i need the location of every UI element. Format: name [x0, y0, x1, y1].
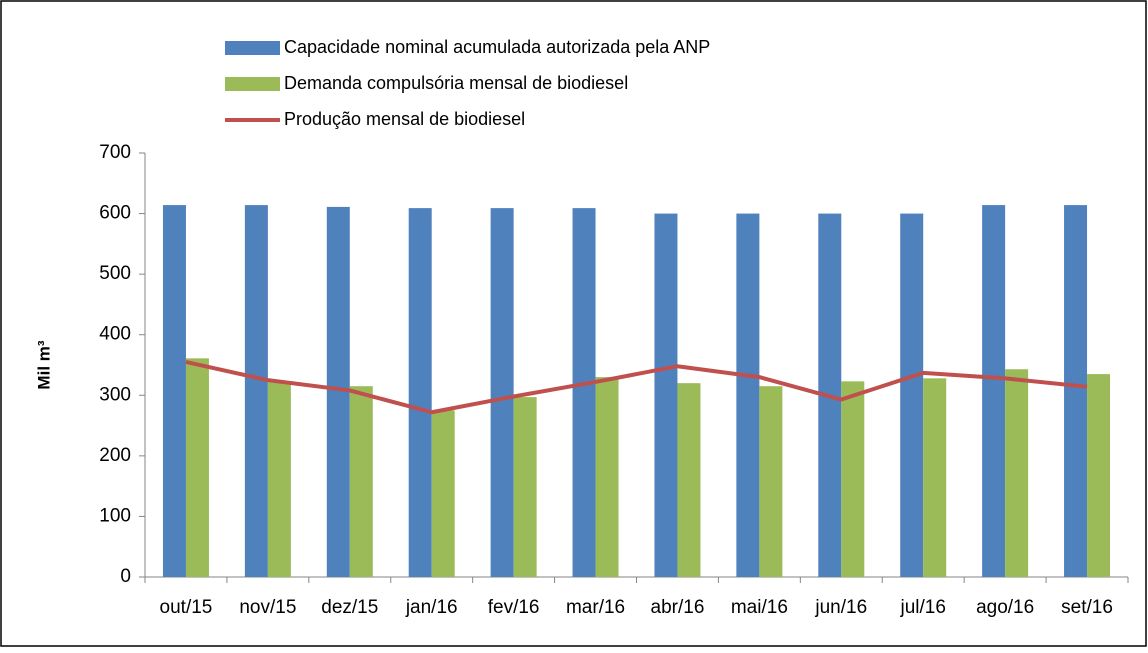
x-tick-label: dez/15 [321, 597, 378, 618]
bar [267, 381, 291, 577]
y-axis-label: Mil m³ [34, 340, 53, 389]
x-tick-label: jan/16 [405, 597, 458, 618]
y-tick-label: 600 [99, 203, 131, 224]
bar [1064, 205, 1088, 577]
bar [490, 208, 514, 577]
legend-swatch [225, 77, 280, 91]
bar [513, 397, 537, 577]
x-tick-label: mai/16 [731, 597, 788, 618]
legend-label: Capacidade nominal acumulada autorizada … [284, 37, 710, 57]
bar [1005, 369, 1029, 577]
bar [654, 213, 678, 578]
x-tick-label: abr/16 [651, 597, 705, 618]
bar [841, 381, 865, 577]
y-tick-label: 200 [99, 445, 131, 466]
line [185, 360, 1088, 415]
x-tick-label: out/15 [160, 597, 213, 618]
bar [572, 208, 596, 577]
x-tick-label: ago/16 [976, 597, 1034, 618]
bar [349, 386, 373, 577]
bar [677, 383, 701, 577]
bar [923, 378, 947, 577]
y-tick-label: 0 [120, 566, 131, 587]
x-tick-label: mar/16 [566, 597, 625, 618]
bar [982, 205, 1006, 577]
x-tick-label: jun/16 [814, 597, 867, 618]
bar [595, 377, 619, 577]
bar [185, 358, 209, 577]
y-tick-label: 400 [99, 324, 131, 345]
bar [162, 205, 186, 577]
x-tick-label: fev/16 [488, 597, 540, 618]
bar [736, 213, 760, 578]
y-tick-label: 700 [99, 142, 131, 163]
bar [431, 410, 455, 577]
legend-label: Produção mensal de biodiesel [284, 109, 525, 129]
x-tick-label: nov/15 [239, 597, 296, 618]
y-tick-label: 500 [99, 263, 131, 284]
x-tick-label: jul/16 [899, 597, 945, 618]
bar [408, 208, 432, 577]
bar [244, 205, 268, 577]
legend-swatch [225, 41, 280, 55]
x-tick-label: set/16 [1061, 597, 1113, 618]
y-tick-label: 300 [99, 384, 131, 405]
bar [1087, 374, 1111, 577]
bar [326, 206, 350, 577]
y-tick-label: 100 [99, 505, 131, 526]
bar [900, 213, 924, 578]
bar [759, 386, 783, 577]
legend-label: Demanda compulsória mensal de biodiesel [284, 73, 628, 93]
